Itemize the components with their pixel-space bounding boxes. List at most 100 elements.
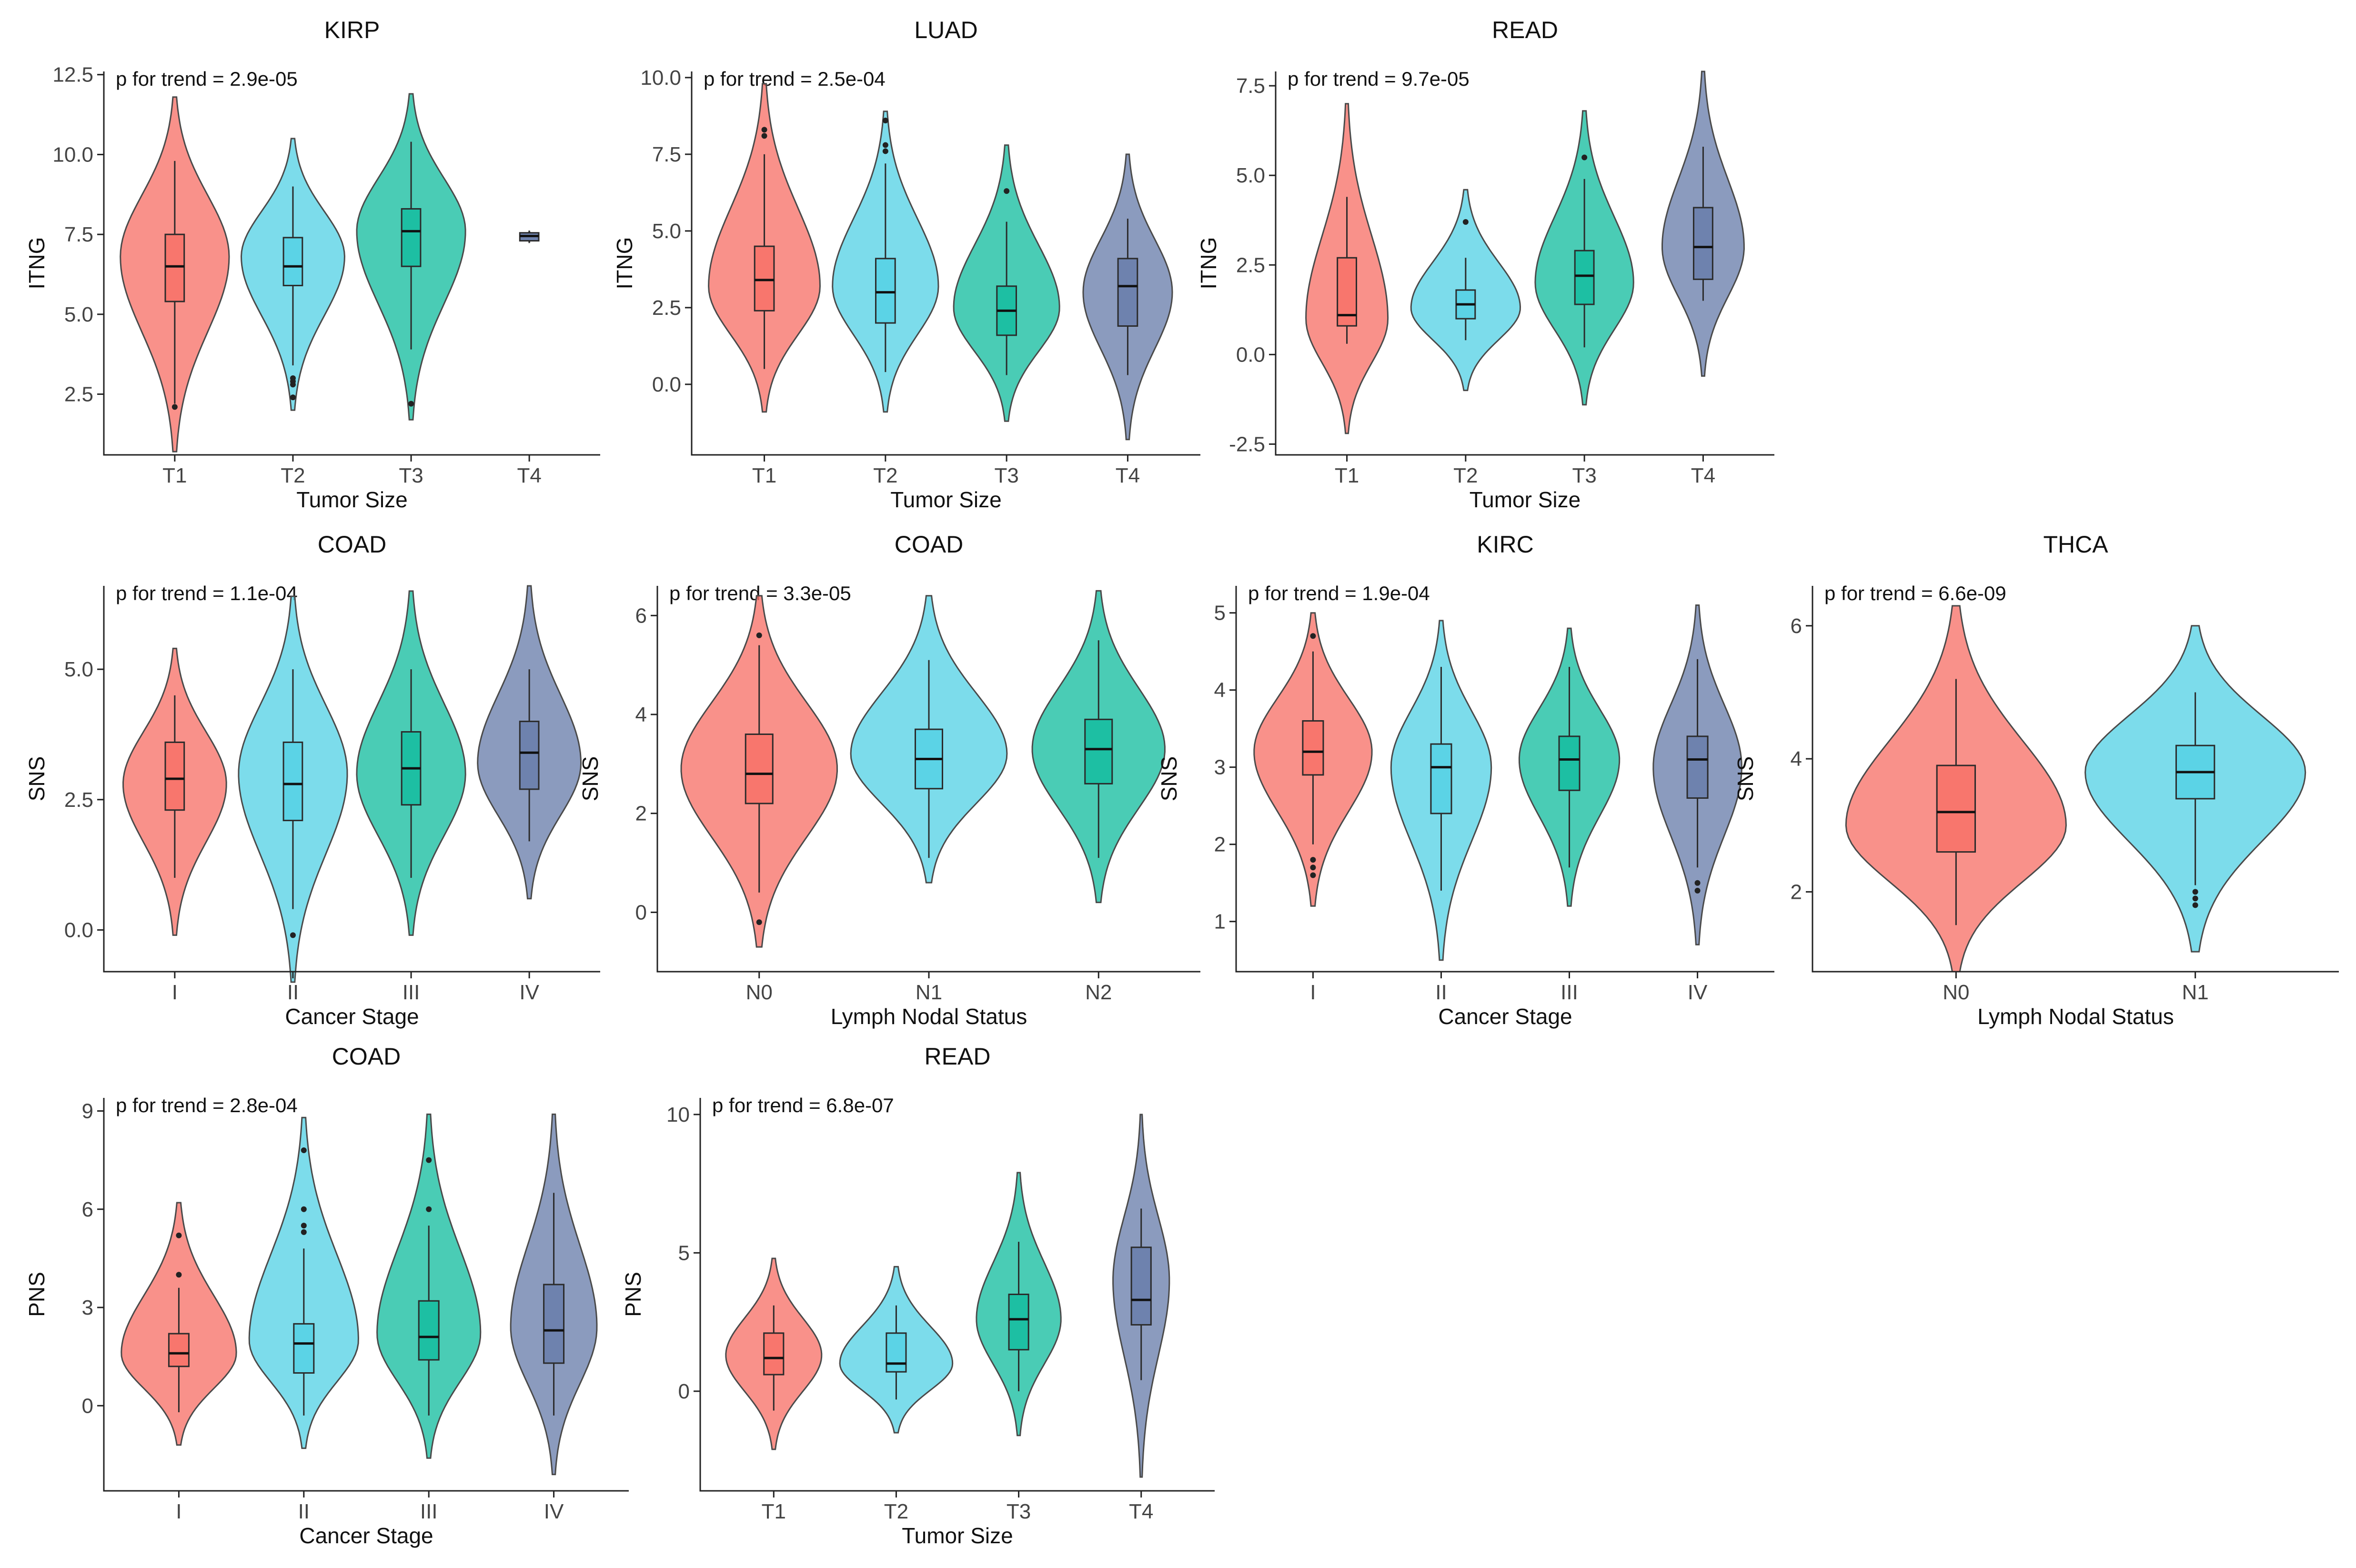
x-tick-label: T2 bbox=[873, 464, 897, 487]
violin-group-T4 bbox=[1661, 70, 1745, 377]
x-tick-label: N0 bbox=[1943, 981, 1969, 1004]
y-tick-label: 12.5 bbox=[52, 63, 93, 87]
y-tick-label: 2 bbox=[1791, 880, 1802, 904]
panel-title: KIRP bbox=[324, 17, 380, 43]
panel-title: COAD bbox=[895, 531, 963, 558]
box-iqr bbox=[282, 237, 303, 286]
x-tick-label: N1 bbox=[916, 981, 942, 1004]
y-tick-label: 1 bbox=[1214, 910, 1226, 934]
x-tick-label: I bbox=[1310, 981, 1316, 1004]
p-trend-label: p for trend = 1.9e-04 bbox=[1248, 582, 1430, 604]
box-iqr bbox=[1936, 764, 1976, 853]
violin-group-I bbox=[1253, 612, 1373, 907]
box-iqr bbox=[401, 208, 422, 267]
outlier-point bbox=[1310, 872, 1316, 878]
y-tick-label: 2.5 bbox=[652, 296, 681, 320]
violin-group-IV bbox=[1652, 604, 1742, 945]
panel-title: LUAD bbox=[914, 17, 977, 43]
outlier-point bbox=[290, 394, 296, 401]
y-axis-title: ITNG bbox=[1196, 237, 1221, 290]
violin-group-N2 bbox=[1031, 590, 1166, 904]
violin-group-N0 bbox=[680, 595, 838, 948]
y-tick-label: 7.5 bbox=[1236, 74, 1265, 98]
outlier-point bbox=[171, 404, 178, 410]
outlier-point bbox=[1462, 219, 1469, 225]
violin-group-IV bbox=[477, 585, 582, 900]
panel-title: KIRC bbox=[1477, 531, 1533, 558]
axis-lines bbox=[1812, 586, 2339, 973]
chart-panel-2: READ p for trend = 9.7e-05 T1 T2 T3 T4 -2.5 0.0… bbox=[1196, 17, 1774, 512]
violin-group-T4 bbox=[519, 230, 540, 243]
outlier-point bbox=[761, 127, 767, 133]
box-iqr bbox=[293, 1323, 315, 1374]
x-tick-label: I bbox=[176, 1500, 181, 1523]
x-tick-label: T1 bbox=[162, 464, 187, 487]
y-tick-label: 5.0 bbox=[64, 658, 93, 681]
box-iqr bbox=[164, 233, 185, 302]
y-tick-label: 2 bbox=[635, 802, 647, 825]
x-axis-title: Cancer Stage bbox=[299, 1523, 433, 1548]
violin-group-III bbox=[356, 590, 466, 936]
violin-group-III bbox=[1518, 627, 1621, 907]
p-trend-label: p for trend = 6.8e-07 bbox=[712, 1094, 894, 1116]
outlier-point bbox=[176, 1272, 182, 1278]
box-iqr bbox=[1302, 720, 1324, 776]
chart-panel-8: READ p for trend = 6.8e-07 T1 T2 T3 T4 0 5 10 Tum… bbox=[621, 1043, 1215, 1548]
outlier-point bbox=[176, 1232, 182, 1238]
x-tick-label: T2 bbox=[281, 464, 305, 487]
violin-group-N0 bbox=[1845, 605, 2067, 973]
box-iqr bbox=[168, 1333, 190, 1367]
axis-lines bbox=[103, 586, 600, 973]
box-iqr bbox=[1686, 735, 1709, 799]
violin-group-T4 bbox=[1082, 153, 1173, 441]
outlier-point bbox=[756, 632, 762, 638]
outlier-point bbox=[408, 401, 414, 407]
x-tick-label: II bbox=[298, 1500, 310, 1523]
violin-group-II bbox=[238, 595, 348, 983]
y-tick-label: 0.0 bbox=[652, 373, 681, 396]
y-axis-title: ITNG bbox=[24, 237, 49, 290]
y-tick-label: 10 bbox=[666, 1103, 690, 1126]
box-iqr bbox=[418, 1300, 440, 1361]
axis-lines bbox=[1235, 586, 1774, 973]
violin-group-T1 bbox=[120, 96, 230, 452]
violin-group-T2 bbox=[240, 138, 345, 411]
outlier-point bbox=[882, 118, 888, 124]
p-trend-label: p for trend = 9.7e-05 bbox=[1288, 68, 1470, 90]
outlier-point bbox=[2192, 895, 2198, 902]
chart-panel-1: LUAD p for trend = 2.5e-04 T1 T2 T3 T4 0.0 2.5 5… bbox=[612, 17, 1200, 512]
violin-group-T2 bbox=[1410, 189, 1521, 392]
box-iqr bbox=[1574, 250, 1595, 305]
y-tick-label: 6 bbox=[635, 604, 647, 627]
y-tick-label: 7.5 bbox=[64, 223, 93, 246]
panel-title: THCA bbox=[2043, 531, 2108, 558]
axis-lines bbox=[691, 71, 1200, 456]
x-tick-label: I bbox=[172, 981, 178, 1004]
x-tick-label: IV bbox=[519, 981, 539, 1004]
y-tick-label: 6 bbox=[82, 1198, 93, 1221]
box-iqr bbox=[886, 1332, 907, 1373]
violin-group-II bbox=[1390, 620, 1492, 961]
x-tick-label: N1 bbox=[2182, 981, 2209, 1004]
violin-group-T2 bbox=[839, 1266, 954, 1434]
violin-group-IV bbox=[510, 1113, 598, 1476]
outlier-point bbox=[2192, 902, 2198, 908]
box-iqr bbox=[1008, 1294, 1029, 1351]
y-tick-label: 5.0 bbox=[1236, 164, 1265, 187]
y-tick-label: 9 bbox=[82, 1100, 93, 1123]
p-trend-label: p for trend = 2.5e-04 bbox=[704, 68, 886, 90]
y-axis-title: SNS bbox=[24, 756, 49, 802]
y-tick-label: 0 bbox=[82, 1394, 93, 1417]
x-tick-label: II bbox=[287, 981, 299, 1004]
y-tick-label: 0.0 bbox=[1236, 343, 1265, 366]
box-iqr bbox=[282, 741, 303, 822]
box-iqr bbox=[875, 258, 896, 324]
y-tick-label: 0 bbox=[635, 901, 647, 924]
box-iqr bbox=[164, 741, 185, 811]
x-tick-label: T3 bbox=[994, 464, 1018, 487]
axis-lines bbox=[103, 1098, 629, 1492]
y-axis-title: PNS bbox=[621, 1272, 645, 1317]
outlier-point bbox=[301, 1223, 307, 1229]
